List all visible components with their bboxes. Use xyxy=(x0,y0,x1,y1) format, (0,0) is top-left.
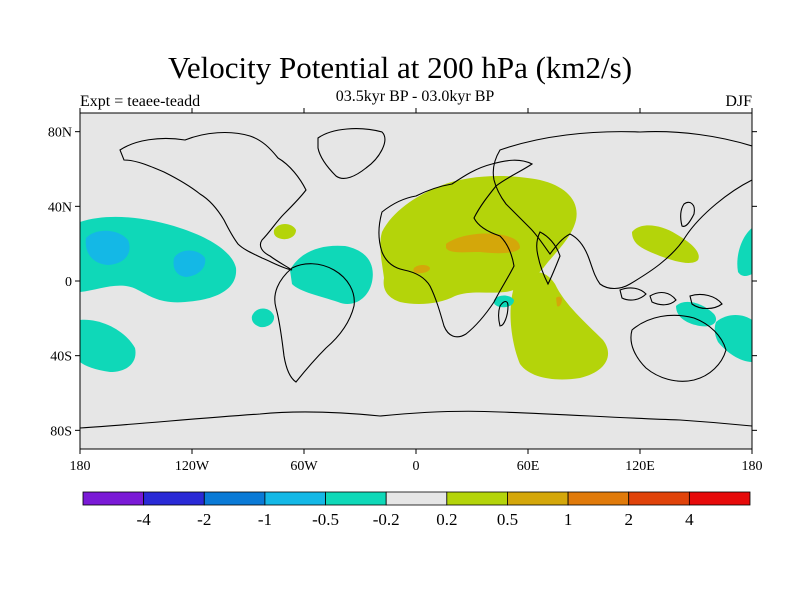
plot-subtitle: 03.5kyr BP - 03.0kyr BP xyxy=(335,88,495,105)
lon-tick-label: 120W xyxy=(175,459,210,474)
anomaly-south-pacific xyxy=(80,319,136,372)
anomaly-australia-east xyxy=(714,315,752,362)
anomaly-east-asia xyxy=(632,225,699,263)
colorbar-label: 1 xyxy=(564,510,573,529)
lat-tick-label: 40N xyxy=(48,200,72,215)
colorbar-label: -0.5 xyxy=(312,510,339,529)
colorbar-swatch xyxy=(203,491,266,506)
colorbar-label: 0.2 xyxy=(436,510,457,529)
anomaly-caribbean xyxy=(273,224,296,240)
anomaly-arabia-core xyxy=(446,233,520,254)
anomaly-date-line-east xyxy=(737,228,752,276)
colorbar-swatch xyxy=(688,491,751,506)
latitude-axis: 80N 40N 0 40S 80S xyxy=(48,126,757,439)
anomaly-south-america-spot xyxy=(251,308,275,328)
colorbar-swatch xyxy=(446,491,508,506)
season-label: DJF xyxy=(725,93,752,110)
colorbar-swatch xyxy=(628,491,690,506)
lon-tick-label: 180 xyxy=(742,459,763,474)
lon-tick-label: 60E xyxy=(517,459,540,474)
anomaly-indian-spot xyxy=(556,296,562,307)
colorbar-swatch xyxy=(82,491,145,506)
anomaly-central-pacific-core-2 xyxy=(173,250,206,277)
lat-tick-label: 80S xyxy=(50,424,72,439)
colorbar-label: -0.2 xyxy=(373,510,400,529)
anomaly-central-pacific-core-1 xyxy=(85,230,130,265)
colorbar-swatch xyxy=(325,491,387,506)
colorbar-label: -4 xyxy=(137,510,152,529)
colorbar-swatch xyxy=(507,491,569,506)
lat-tick-label: 0 xyxy=(65,275,72,290)
lon-tick-label: 120E xyxy=(625,459,655,474)
colorbar-label: 2 xyxy=(624,510,633,529)
colorbar-swatch xyxy=(264,491,326,506)
anomaly-indian-ocean xyxy=(510,272,609,380)
colorbar: -4 -2 -1 -0.5 -0.2 0.2 0.5 1 2 4 xyxy=(82,491,751,529)
experiment-label: Expt = teaee-teadd xyxy=(80,93,201,110)
lat-tick-label: 80N xyxy=(48,126,72,141)
lon-tick-label: 180 xyxy=(70,459,91,474)
lat-tick-label: 40S xyxy=(50,350,72,365)
colorbar-swatch xyxy=(143,491,205,506)
colorbar-label: -1 xyxy=(258,510,272,529)
plot-title: Velocity Potential at 200 hPa (km2/s) xyxy=(167,50,633,85)
colorbar-label: 0.5 xyxy=(497,510,518,529)
coastlines xyxy=(80,128,752,429)
anomaly-shading xyxy=(80,128,752,429)
lon-tick-label: 60W xyxy=(290,459,318,474)
colorbar-label: -2 xyxy=(197,510,211,529)
colorbar-swatch xyxy=(567,491,630,506)
lon-tick-label: 0 xyxy=(413,459,420,474)
colorbar-label: 4 xyxy=(685,510,694,529)
longitude-axis: 180 120W 60W 0 60E 120E 180 xyxy=(70,108,763,474)
anomaly-west-africa-core xyxy=(413,265,430,274)
colorbar-swatch xyxy=(385,491,448,506)
